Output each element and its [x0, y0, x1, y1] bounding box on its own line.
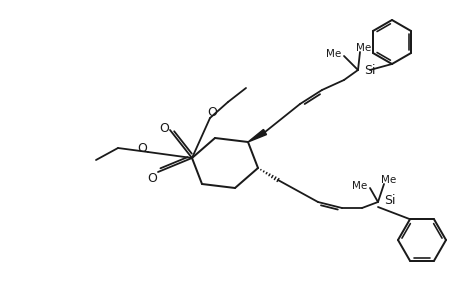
Polygon shape	[247, 129, 266, 142]
Text: Me: Me	[381, 175, 396, 185]
Text: Si: Si	[363, 64, 375, 76]
Text: Me: Me	[352, 181, 367, 191]
Text: Si: Si	[383, 194, 395, 206]
Text: Me: Me	[356, 43, 371, 53]
Text: Me: Me	[326, 49, 341, 59]
Text: O: O	[207, 106, 217, 119]
Text: O: O	[159, 122, 168, 134]
Text: O: O	[147, 172, 157, 184]
Text: O: O	[137, 142, 146, 154]
